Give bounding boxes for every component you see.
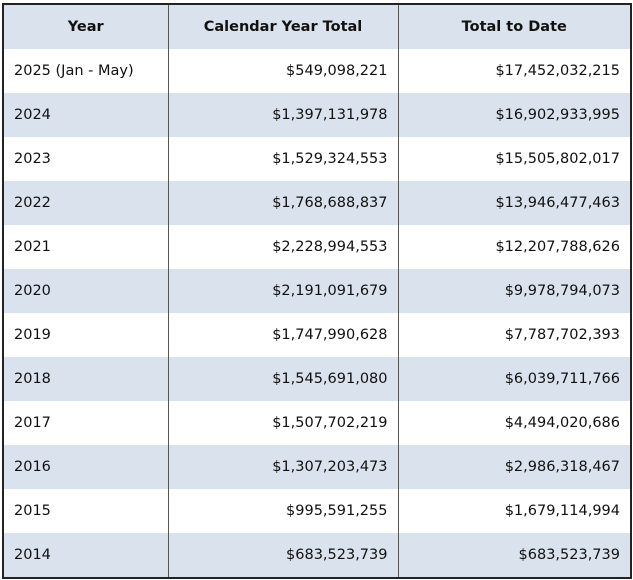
amount-cell: $1,545,691,080 [167,357,398,401]
amount-cell: $17,452,032,215 [397,49,631,93]
year-cell: 2021 [3,225,168,269]
amount-cell: $683,523,739 [397,533,631,578]
amount-cell: $15,505,802,017 [397,137,631,181]
year-cell: 2019 [3,313,168,357]
year-cell: 2015 [3,489,168,533]
year-cell: 2018 [3,357,168,401]
year-cell: 2023 [3,137,168,181]
table-row: 2021 $2,228,994,553 $12,207,788,626 [3,225,631,269]
table-row: 2024 $1,397,131,978 $16,902,933,995 [3,93,631,137]
header-cell: Year [3,4,168,49]
year-cell: 2022 [3,181,168,225]
amount-cell: $2,228,994,553 [167,225,398,269]
amount-cell: $2,191,091,679 [167,269,398,313]
table-row: 2019 $1,747,990,628 $7,787,702,393 [3,313,631,357]
amount-cell: $549,098,221 [167,49,398,93]
amount-cell: $6,039,711,766 [397,357,631,401]
header-cell: Total to Date [397,4,631,49]
table-row: 2025 (Jan - May) $549,098,221 $17,452,032,… [3,49,631,93]
amount-cell: $9,978,794,073 [397,269,631,313]
year-cell: 2025 (Jan - May) [3,49,168,93]
amount-cell: $7,787,702,393 [397,313,631,357]
header-row: Year Calendar Year Total Total to Date [3,4,631,49]
year-cell: 2024 [3,93,168,137]
data-table: Year Calendar Year Total Total to Date 202… [2,3,632,579]
amount-cell: $995,591,255 [167,489,398,533]
table-row: 2023 $1,529,324,553 $15,505,802,017 [3,137,631,181]
amount-cell: $1,768,688,837 [167,181,398,225]
table-header: Year Calendar Year Total Total to Date [3,4,631,49]
table-body: 2025 (Jan - May) $549,098,221 $17,452,032,… [3,49,631,578]
year-cell: 2017 [3,401,168,445]
amount-cell: $1,307,203,473 [167,445,398,489]
table-row: 2014 $683,523,739 $683,523,739 [3,533,631,578]
amount-cell: $1,397,131,978 [167,93,398,137]
table-row: 2018 $1,545,691,080 $6,039,711,766 [3,357,631,401]
amount-cell: $2,986,318,467 [397,445,631,489]
header-cell: Calendar Year Total [167,4,398,49]
amount-cell: $683,523,739 [167,533,398,578]
amount-cell: $1,529,324,553 [167,137,398,181]
amount-cell: $1,507,702,219 [167,401,398,445]
amount-cell: $16,902,933,995 [397,93,631,137]
year-cell: 2016 [3,445,168,489]
table-row: 2016 $1,307,203,473 $2,986,318,467 [3,445,631,489]
amount-cell: $12,207,788,626 [397,225,631,269]
table-row: 2015 $995,591,255 $1,679,114,994 [3,489,631,533]
table-row: 2020 $2,191,091,679 $9,978,794,073 [3,269,631,313]
amount-cell: $4,494,020,686 [397,401,631,445]
amount-cell: $13,946,477,463 [397,181,631,225]
year-cell: 2014 [3,533,168,578]
amount-cell: $1,747,990,628 [167,313,398,357]
year-cell: 2020 [3,269,168,313]
table-row: 2017 $1,507,702,219 $4,494,020,686 [3,401,631,445]
amount-cell: $1,679,114,994 [397,489,631,533]
table-row: 2022 $1,768,688,837 $13,946,477,463 [3,181,631,225]
